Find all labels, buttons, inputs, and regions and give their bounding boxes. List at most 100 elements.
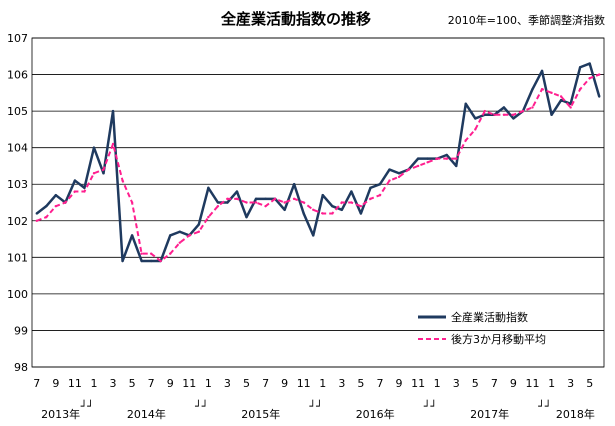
data-point: [254, 201, 258, 204]
year-break-mark: ┘┘: [195, 399, 208, 413]
y-tick-label: 100: [7, 288, 28, 301]
chart-subtitle: 2010年=100、季節調整済指数: [448, 13, 605, 27]
year-break-mark: ┘┘: [81, 399, 94, 413]
x-tick-label: 9: [396, 377, 403, 390]
data-point: [302, 212, 305, 215]
y-tick-label: 98: [14, 361, 28, 374]
data-point: [45, 204, 48, 208]
data-point: [531, 106, 534, 109]
data-point: [235, 197, 239, 201]
data-point: [197, 223, 201, 226]
data-point: [540, 87, 544, 91]
x-tick-label: 11: [68, 377, 82, 390]
data-point: [149, 252, 153, 255]
data-point: [121, 259, 124, 263]
y-axis-ticks: 98 99 100 101 102 103 104 105 106 107: [7, 32, 28, 374]
data-point: [140, 259, 143, 263]
data-point: [292, 197, 296, 201]
data-point: [502, 106, 506, 109]
data-point: [111, 109, 115, 113]
x-tick-label: 9: [281, 377, 288, 390]
year-label: 2013年: [41, 407, 80, 421]
data-point: [188, 234, 191, 237]
legend-label-index: 全産業活動指数: [451, 310, 528, 324]
y-tick-label: 102: [7, 215, 28, 228]
data-point: [207, 186, 210, 190]
data-point: [540, 69, 544, 73]
data-point: [140, 252, 143, 255]
data-point: [426, 157, 429, 160]
data-point: [550, 113, 553, 116]
data-point: [578, 66, 582, 69]
x-axis-ticks: 7 9 11 1 3 5 7 9 11 1 3 5 7 9 11 1 3 5 7 9 11 1 3 5 7 9 11 1 3 5: [33, 377, 593, 390]
x-tick-label: 3: [224, 377, 231, 390]
data-point: [369, 186, 372, 190]
data-point: [169, 234, 172, 237]
data-point: [512, 117, 515, 120]
data-point: [149, 259, 153, 263]
y-tick-label: 104: [7, 142, 28, 155]
data-point: [598, 95, 601, 98]
data-point: [245, 215, 248, 219]
data-point: [388, 168, 391, 171]
data-point: [435, 157, 439, 160]
data-point: [273, 197, 277, 201]
year-label: 2018年: [556, 407, 595, 421]
data-point: [483, 109, 487, 113]
y-tick-label: 101: [7, 251, 28, 264]
data-point: [321, 193, 324, 197]
data-point: [264, 204, 267, 208]
series-line-index: [36, 62, 601, 263]
data-point: [302, 201, 305, 204]
x-tick-label: 9: [52, 377, 59, 390]
data-point: [359, 204, 363, 208]
data-point: [331, 204, 334, 208]
x-tick-label: 11: [182, 377, 196, 390]
year-label: 2016年: [356, 407, 395, 421]
year-label: 2017年: [470, 407, 509, 421]
data-point: [54, 204, 58, 208]
plot-frame: [31, 37, 605, 368]
year-break-mark: ┘┘: [424, 399, 437, 413]
data-point: [312, 208, 315, 212]
data-point: [197, 230, 201, 233]
data-point: [331, 212, 334, 215]
data-point: [455, 157, 458, 160]
x-tick-label: 1: [434, 377, 441, 390]
data-point: [407, 168, 410, 171]
year-labels: 2013年 2014年 ┘┘ 2015年 ┘┘ 2016年 ┘┘ 2017年 ┘┘ 2018年 ┘┘: [41, 399, 595, 421]
year-break-mark: ┘┘: [309, 399, 322, 413]
y-tick-label: 99: [14, 324, 28, 337]
data-point: [445, 157, 448, 160]
data-point: [121, 179, 124, 182]
x-tick-label: 3: [338, 377, 345, 390]
data-point: [369, 197, 372, 201]
data-point: [512, 113, 515, 116]
x-tick-label: 5: [243, 377, 250, 390]
data-point: [474, 128, 477, 131]
x-tick-label: 7: [491, 377, 498, 390]
data-point: [502, 113, 506, 116]
chart-title: 全産業活動指数の推移: [220, 10, 371, 28]
year-label: 2014年: [127, 407, 166, 421]
x-tick-label: 1: [205, 377, 212, 390]
data-point: [359, 212, 363, 215]
y-tick-label: 107: [7, 32, 28, 45]
x-tick-label: 7: [262, 377, 269, 390]
data-point: [588, 77, 591, 80]
data-point: [464, 102, 467, 106]
y-tick-label: 106: [7, 69, 28, 82]
data-point: [550, 91, 553, 95]
data-point: [559, 98, 563, 102]
data-point: [35, 212, 38, 215]
data-point: [598, 73, 601, 76]
data-point: [92, 172, 96, 175]
legend: 全産業活動指数 後方3か月移動平均: [418, 310, 546, 346]
data-point: [378, 193, 382, 197]
data-point: [245, 201, 248, 204]
data-point: [445, 153, 448, 157]
x-tick-label: 9: [167, 377, 174, 390]
data-point: [216, 201, 220, 204]
series-lines: [35, 62, 601, 263]
x-tick-label: 5: [357, 377, 364, 390]
